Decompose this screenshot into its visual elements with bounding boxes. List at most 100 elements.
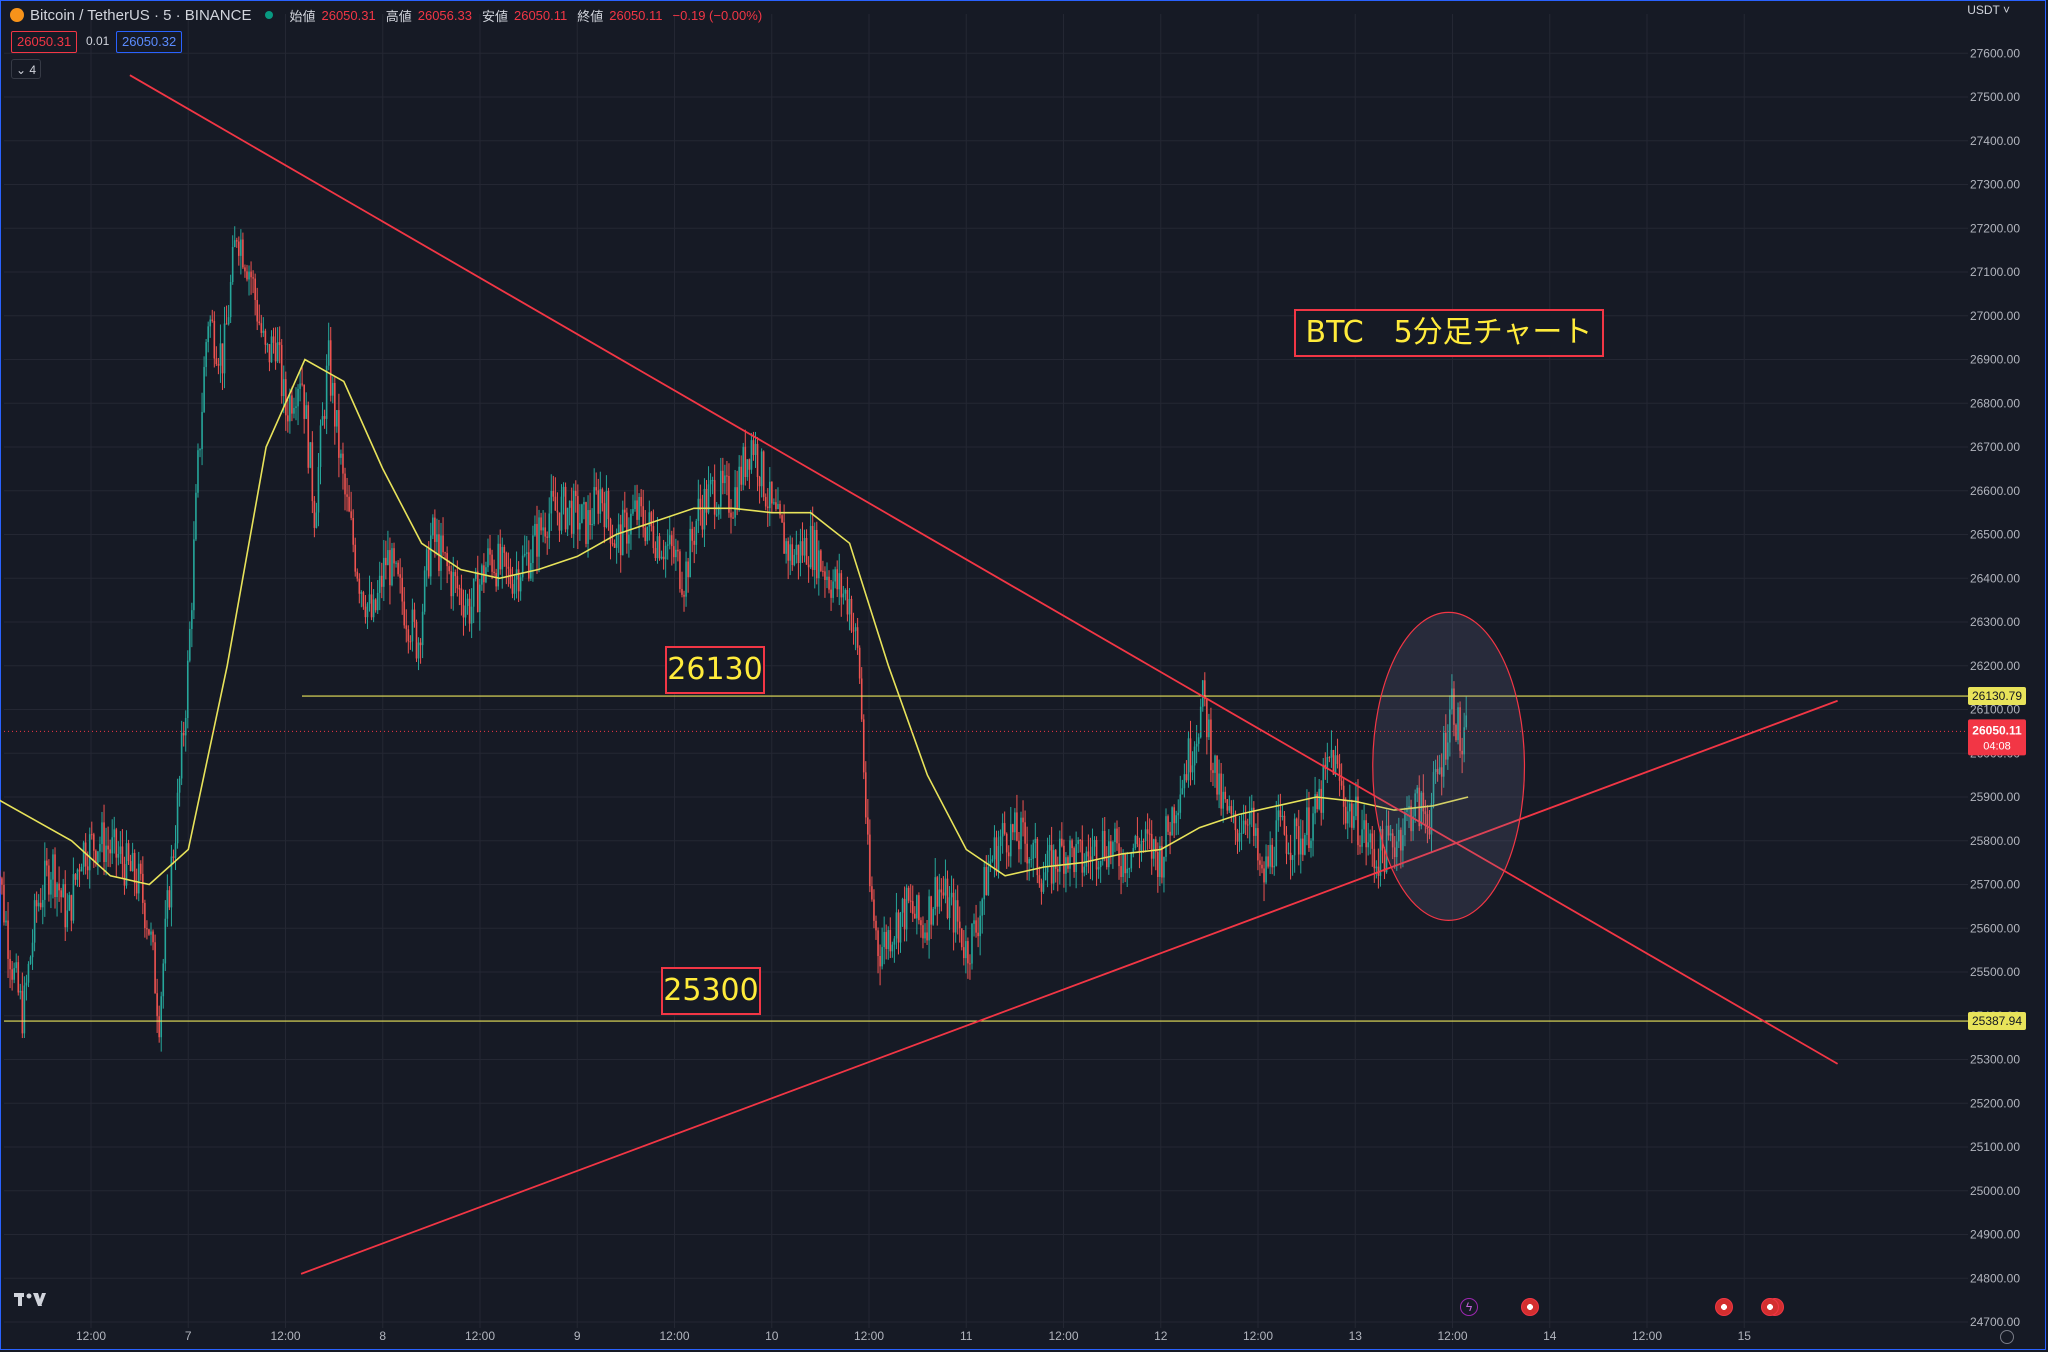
settings-gear-icon[interactable] bbox=[2000, 1330, 2014, 1344]
candle bbox=[150, 931, 152, 935]
candle bbox=[5, 920, 7, 923]
candle bbox=[429, 535, 432, 577]
candle bbox=[1273, 865, 1276, 868]
candle bbox=[1263, 868, 1265, 883]
candle bbox=[495, 573, 497, 587]
annotation-resistance[interactable]: 26130 bbox=[665, 646, 765, 694]
candle bbox=[1447, 742, 1449, 760]
candle bbox=[572, 490, 575, 534]
candle bbox=[1146, 829, 1149, 834]
event-lightning-icon[interactable]: ϟ bbox=[1460, 1298, 1478, 1316]
candle bbox=[133, 852, 136, 884]
candle bbox=[666, 544, 669, 546]
us-event-flag-icon[interactable] bbox=[1761, 1298, 1779, 1316]
candle bbox=[1416, 787, 1418, 794]
candle bbox=[1108, 841, 1110, 868]
candle bbox=[56, 883, 58, 898]
candle bbox=[1318, 788, 1320, 810]
candle bbox=[989, 861, 992, 867]
candle bbox=[1175, 815, 1178, 824]
candle bbox=[1451, 688, 1453, 710]
candle bbox=[1265, 856, 1267, 883]
candle bbox=[844, 589, 847, 594]
candle bbox=[613, 543, 616, 548]
candle bbox=[227, 317, 230, 325]
price-tick-label: 24800.00 bbox=[1970, 1271, 2020, 1285]
level-price-tag: 26130.79 bbox=[1968, 687, 2026, 706]
candle bbox=[603, 503, 606, 528]
candle bbox=[385, 557, 387, 566]
candle bbox=[68, 895, 71, 911]
indicators-toggle[interactable]: ⌄ 4 bbox=[11, 59, 41, 79]
candle bbox=[90, 834, 93, 836]
candle bbox=[1204, 680, 1206, 699]
candle bbox=[403, 601, 406, 626]
time-tick-label: 12:00 bbox=[270, 1329, 300, 1343]
candle bbox=[1093, 840, 1096, 847]
candle bbox=[564, 486, 567, 530]
time-tick-label: 12:00 bbox=[854, 1329, 884, 1343]
candle bbox=[1398, 829, 1400, 842]
sell-button[interactable]: 26050.31 bbox=[11, 31, 78, 53]
candle bbox=[505, 552, 508, 567]
candle bbox=[50, 879, 52, 895]
candle bbox=[1238, 833, 1241, 842]
candle bbox=[454, 572, 457, 577]
time-tick-label: 7 bbox=[185, 1329, 192, 1343]
candle bbox=[1085, 851, 1088, 867]
candle bbox=[1255, 828, 1257, 836]
candle bbox=[1193, 746, 1196, 766]
currency-selector[interactable]: USDT ˅ bbox=[1967, 3, 2010, 17]
candle bbox=[846, 589, 849, 615]
buy-button[interactable]: 26050.32 bbox=[116, 31, 183, 53]
candle bbox=[97, 851, 99, 864]
candle bbox=[336, 410, 338, 427]
grid bbox=[4, 14, 1968, 1328]
candle bbox=[697, 498, 700, 521]
candle bbox=[39, 902, 42, 908]
bitcoin-icon bbox=[10, 8, 24, 22]
candle bbox=[195, 492, 197, 540]
candle bbox=[340, 453, 342, 458]
candle bbox=[137, 863, 140, 894]
candle bbox=[660, 556, 663, 559]
candle bbox=[352, 517, 354, 545]
candle bbox=[74, 874, 77, 880]
candle bbox=[1157, 852, 1159, 878]
moving-average-line bbox=[0, 358, 1469, 886]
candle bbox=[787, 541, 789, 561]
candle bbox=[1304, 835, 1306, 855]
candle bbox=[609, 519, 612, 544]
candle bbox=[1232, 813, 1235, 815]
candle bbox=[1363, 820, 1365, 830]
time-tick-label: 12:00 bbox=[1048, 1329, 1078, 1343]
candle bbox=[44, 860, 46, 900]
candle bbox=[1440, 767, 1443, 777]
candle bbox=[820, 550, 822, 571]
candle bbox=[566, 507, 569, 530]
price-tick-label: 26900.00 bbox=[1970, 353, 2020, 367]
candle bbox=[1097, 867, 1100, 870]
candle bbox=[321, 416, 324, 426]
us-event-flag-icon[interactable] bbox=[1715, 1298, 1733, 1316]
candle bbox=[64, 884, 67, 928]
candle bbox=[779, 504, 781, 516]
annotation-title[interactable]: BTC 5分足チャート bbox=[1294, 309, 1604, 357]
candle bbox=[248, 271, 250, 280]
candle bbox=[1185, 774, 1188, 781]
us-event-flag-icon[interactable] bbox=[1521, 1298, 1539, 1316]
price-tick-label: 27600.00 bbox=[1970, 46, 2020, 60]
candle bbox=[985, 867, 988, 895]
candle bbox=[393, 548, 395, 564]
candle bbox=[887, 930, 890, 949]
candle bbox=[1103, 830, 1106, 858]
candle bbox=[1148, 833, 1151, 835]
candle bbox=[58, 883, 60, 891]
candle bbox=[41, 899, 44, 908]
symbol-title[interactable]: Bitcoin / TetherUS · 5 · BINANCE bbox=[30, 6, 252, 24]
annotation-support[interactable]: 25300 bbox=[661, 967, 761, 1015]
candle bbox=[356, 571, 359, 579]
candle bbox=[909, 900, 912, 902]
candle bbox=[883, 931, 885, 948]
